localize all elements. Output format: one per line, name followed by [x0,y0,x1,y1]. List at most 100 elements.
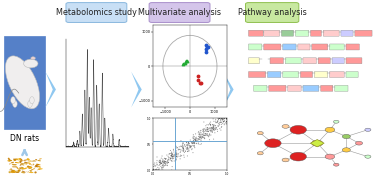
Point [168,159,174,162]
FancyBboxPatch shape [270,58,284,64]
Point [222,117,228,120]
Circle shape [342,134,350,139]
Ellipse shape [30,161,33,162]
Ellipse shape [29,167,32,169]
Point [224,122,230,125]
Point [166,152,172,155]
Point [152,169,158,171]
Point [192,138,198,141]
Point [208,129,214,131]
Point [178,145,184,147]
Ellipse shape [29,166,32,168]
Point [174,155,180,158]
Point [204,132,211,135]
Point [156,168,162,171]
Point [208,123,214,126]
Point [169,153,175,156]
Point [153,164,159,167]
Point [204,130,210,132]
Point [160,166,166,169]
Point [211,124,217,127]
Point [174,152,180,154]
FancyBboxPatch shape [248,58,259,64]
Ellipse shape [9,163,11,164]
Circle shape [311,140,323,146]
Point [197,82,203,85]
Point [192,139,198,142]
Point [150,168,156,171]
Point [152,165,158,168]
Point [202,130,208,133]
Ellipse shape [29,172,34,173]
Point [211,128,217,131]
Point [220,117,226,120]
Point [201,136,207,139]
Point [162,157,168,160]
Point [186,142,192,145]
FancyBboxPatch shape [248,30,263,36]
Point [191,144,197,147]
FancyBboxPatch shape [341,30,353,36]
Text: Pathway analysis: Pathway analysis [238,8,307,17]
Point [164,164,170,167]
FancyBboxPatch shape [346,72,358,78]
Point [224,117,230,120]
Point [180,143,186,146]
Point [200,136,206,138]
Circle shape [290,125,307,134]
Ellipse shape [21,169,24,170]
Polygon shape [223,72,234,107]
Point [220,120,226,123]
Point [204,46,210,49]
Circle shape [333,120,339,123]
Ellipse shape [8,159,10,160]
Ellipse shape [13,100,17,107]
Point [198,139,204,142]
Point [200,130,206,132]
Point [221,117,227,120]
Point [188,145,194,147]
FancyBboxPatch shape [283,44,296,50]
Point [191,139,197,142]
Point [157,163,163,166]
Point [176,155,182,158]
Ellipse shape [38,169,41,170]
Point [175,146,181,149]
Point [180,142,186,145]
Point [187,146,193,149]
Point [180,141,186,144]
Ellipse shape [15,166,18,167]
Point [174,155,180,158]
Ellipse shape [18,170,21,171]
Point [184,154,191,157]
Ellipse shape [10,171,12,173]
Point [192,132,198,135]
Point [219,118,225,121]
Point [224,120,230,123]
Point [204,134,211,136]
Point [191,144,197,147]
FancyBboxPatch shape [269,85,286,91]
FancyBboxPatch shape [346,44,359,50]
Point [195,142,201,144]
Point [173,153,179,155]
Point [184,146,190,149]
Point [204,127,211,129]
Point [178,145,184,148]
Ellipse shape [11,171,13,173]
Point [186,147,192,150]
Point [156,161,162,164]
Ellipse shape [28,160,31,162]
Point [212,125,218,127]
Ellipse shape [20,159,22,161]
Point [217,119,223,122]
Point [156,159,163,162]
Ellipse shape [13,172,15,173]
Point [191,142,197,145]
Point [180,146,186,149]
Point [192,138,198,141]
Point [160,166,166,169]
Text: Multivariate analysis: Multivariate analysis [138,8,221,17]
Point [206,138,212,141]
Point [217,117,223,120]
